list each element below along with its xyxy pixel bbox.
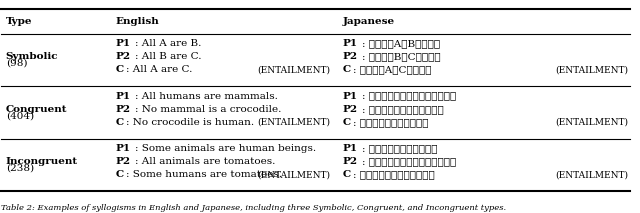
Text: C: C [342, 118, 351, 127]
Text: Japanese: Japanese [342, 17, 395, 26]
Text: P2: P2 [116, 157, 131, 166]
Text: : ある人間はトマトである。: : ある人間はトマトである。 [353, 170, 435, 179]
Text: : All animals are tomatoes.: : All animals are tomatoes. [135, 157, 275, 166]
Text: : すべてのAはBである。: : すべてのAはBである。 [362, 39, 440, 48]
Text: Table 2: Examples of syllogisms in English and Japanese, including three Symboli: Table 2: Examples of syllogisms in Engli… [1, 204, 506, 212]
Text: (98): (98) [6, 59, 28, 68]
Text: : All A are C.: : All A are C. [126, 65, 193, 74]
Text: : どの哺乳類もワニでない。: : どの哺乳類もワニでない。 [362, 105, 444, 114]
Text: Type: Type [6, 17, 32, 26]
Text: C: C [342, 170, 351, 179]
Text: C: C [116, 118, 124, 127]
Text: P1: P1 [116, 144, 131, 153]
Text: (404): (404) [6, 111, 34, 120]
Text: : All humans are mammals.: : All humans are mammals. [135, 92, 278, 101]
Text: Congruent: Congruent [6, 105, 67, 114]
Text: P2: P2 [342, 105, 358, 114]
Text: (ENTAILMENT): (ENTAILMENT) [257, 170, 330, 179]
Text: : すべてのBはCである。: : すべてのBはCである。 [362, 52, 440, 61]
Text: Incongruent: Incongruent [6, 157, 78, 166]
Text: P2: P2 [342, 157, 358, 166]
Text: (ENTAILMENT): (ENTAILMENT) [556, 170, 628, 179]
Text: : All B are C.: : All B are C. [135, 52, 202, 61]
Text: English: English [116, 17, 159, 26]
Text: Symbolic: Symbolic [6, 52, 58, 61]
Text: P1: P1 [342, 92, 358, 101]
Text: : No crocodile is human.: : No crocodile is human. [126, 118, 254, 127]
Text: P2: P2 [342, 52, 358, 61]
Text: : すべての人間は哺乳類である。: : すべての人間は哺乳類である。 [362, 92, 456, 101]
Text: C: C [342, 65, 351, 74]
Text: P2: P2 [116, 52, 131, 61]
Text: P1: P1 [342, 39, 358, 48]
Text: : ある動物は人間である。: : ある動物は人間である。 [362, 144, 437, 153]
Text: (ENTAILMENT): (ENTAILMENT) [257, 118, 330, 127]
Text: (ENTAILMENT): (ENTAILMENT) [257, 65, 330, 74]
Text: C: C [116, 65, 124, 74]
Text: P2: P2 [116, 105, 131, 114]
Text: P1: P1 [342, 144, 358, 153]
Text: C: C [116, 170, 124, 179]
Text: (ENTAILMENT): (ENTAILMENT) [556, 118, 628, 127]
Text: P1: P1 [116, 92, 131, 101]
Text: : すべての動物はトマトである。: : すべての動物はトマトである。 [362, 157, 456, 166]
Text: (ENTAILMENT): (ENTAILMENT) [556, 65, 628, 74]
Text: : Some animals are human beings.: : Some animals are human beings. [135, 144, 316, 153]
Text: : All A are B.: : All A are B. [135, 39, 202, 48]
Text: : すべてのAはCである。: : すべてのAはCである。 [353, 65, 431, 74]
Text: (238): (238) [6, 164, 34, 173]
Text: P1: P1 [116, 39, 131, 48]
Text: : Some humans are tomatoes.: : Some humans are tomatoes. [126, 170, 282, 179]
Text: : どのワニも人間でない。: : どのワニも人間でない。 [353, 118, 428, 127]
Text: : No mammal is a crocodile.: : No mammal is a crocodile. [135, 105, 282, 114]
